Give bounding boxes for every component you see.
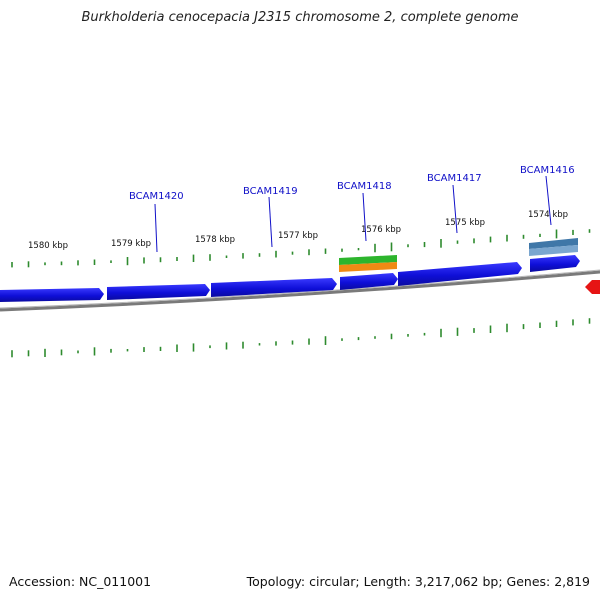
genome-stats-text: Topology: circular; Length: 3,217,062 bp… [246, 574, 590, 589]
cds-arrow[interactable] [530, 255, 580, 272]
gene-label-bcam1420[interactable]: BCAM1420 [129, 191, 184, 202]
gene-bar-steel[interactable] [529, 238, 578, 249]
gene-label-bcam1417[interactable]: BCAM1417 [427, 173, 482, 184]
kbp-label: 1578 kbp [195, 235, 235, 245]
cds-arrow[interactable] [340, 273, 398, 290]
cds-arrow[interactable] [398, 262, 522, 286]
chromosome-backbone [0, 270, 600, 312]
chromosome-backbone-highlight [0, 269, 600, 309]
forward-cds-track [0, 255, 580, 302]
kbp-label: 1579 kbp [111, 239, 151, 249]
gene-label-bcam1418[interactable]: BCAM1418 [337, 181, 392, 192]
gene-bar-orange[interactable] [339, 262, 397, 272]
gene-bar-steel-light[interactable] [529, 245, 578, 256]
gc-content-lower-ticks [11, 318, 591, 358]
gc-content-upper-ticks [11, 229, 591, 268]
gene-leader-line [154, 203, 158, 253]
cds-arrow[interactable] [211, 278, 337, 297]
gene-leader-line [452, 184, 458, 234]
gene-leader-line [268, 196, 273, 248]
kbp-label: 1580 kbp [28, 241, 68, 251]
map-title: Burkholderia cenocepacia J2315 chromosom… [81, 10, 519, 25]
gene-leader-line [362, 192, 367, 242]
gene-leader-line [545, 175, 552, 226]
kbp-label: 1574 kbp [528, 210, 568, 220]
cds-arrow[interactable] [0, 288, 104, 302]
gene-label-bcam1419[interactable]: BCAM1419 [243, 186, 298, 197]
kbp-scale-labels: 1580 kbp 1579 kbp 1578 kbp 1577 kbp 1576… [28, 210, 568, 251]
kbp-label: 1576 kbp [361, 225, 401, 235]
reverse-cds-arrow[interactable] [585, 280, 600, 294]
kbp-label: 1575 kbp [445, 218, 485, 228]
gene-label-bcam1416[interactable]: BCAM1416 [520, 165, 575, 176]
gene-bar-green[interactable] [339, 255, 397, 265]
cds-arrow[interactable] [107, 284, 210, 300]
gene-labels: BCAM1420 BCAM1419 BCAM1418 BCAM1417 BCAM… [129, 165, 575, 253]
accession-text: Accession: NC_011001 [9, 574, 152, 589]
gene-feature-bars [339, 238, 578, 272]
kbp-label: 1577 kbp [278, 231, 318, 241]
